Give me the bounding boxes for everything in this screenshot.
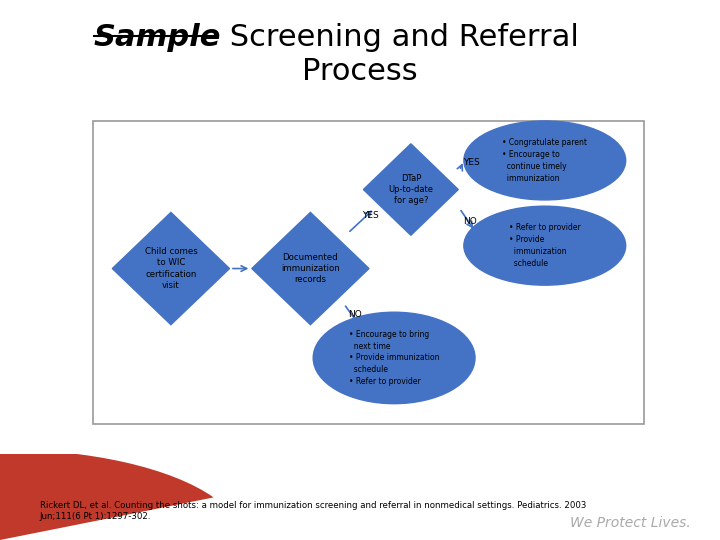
Text: Child comes
to WIC
certification
visit: Child comes to WIC certification visit [145,247,197,289]
Polygon shape [364,144,459,235]
Text: Rickert DL, et al. Counting the shots: a model for immunization screening and re: Rickert DL, et al. Counting the shots: a… [40,501,586,521]
Ellipse shape [464,121,626,200]
Text: DTaP
Up-to-date
for age?: DTaP Up-to-date for age? [388,174,433,205]
Polygon shape [252,212,369,325]
Text: Process: Process [302,57,418,86]
Text: Screening and Referral: Screening and Referral [220,23,578,52]
Wedge shape [0,449,214,540]
Ellipse shape [464,206,626,285]
Text: Documented
immunization
records: Documented immunization records [281,253,340,284]
Text: YES: YES [362,211,379,220]
Text: • Encourage to bring
  next time
• Provide immunization
  schedule
• Refer to pr: • Encourage to bring next time • Provide… [349,330,439,386]
Text: YES: YES [463,158,480,167]
Polygon shape [112,212,230,325]
FancyBboxPatch shape [93,121,644,424]
Text: Sample: Sample [94,23,221,52]
Ellipse shape [313,312,475,404]
Text: • Congratulate parent
• Encourage to
  continue timely
  immunization: • Congratulate parent • Encourage to con… [503,138,588,183]
Text: • Refer to provider
• Provide
  immunization
  schedule: • Refer to provider • Provide immunizati… [509,224,580,268]
Text: NO: NO [348,310,361,319]
Text: NO: NO [463,218,477,226]
Text: We Protect Lives.: We Protect Lives. [570,516,691,530]
